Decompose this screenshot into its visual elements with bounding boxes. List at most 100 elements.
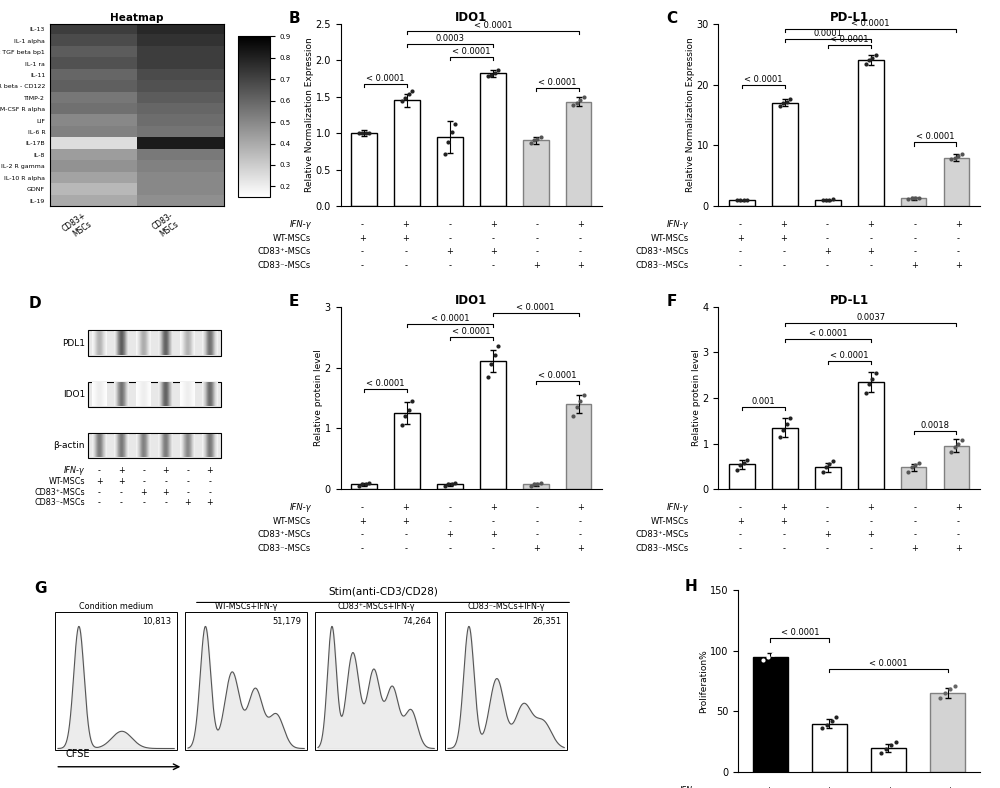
Text: IFN-γ: IFN-γ <box>680 786 700 788</box>
Text: -: - <box>782 247 785 256</box>
Text: 26,351: 26,351 <box>532 617 562 626</box>
Point <box>818 461 834 474</box>
Point <box>729 194 745 206</box>
Text: -: - <box>535 220 538 229</box>
Text: -: - <box>826 517 829 526</box>
Point <box>825 193 841 206</box>
Text: CD83⁻-MSCs+IFN-γ: CD83⁻-MSCs+IFN-γ <box>467 602 545 611</box>
Bar <box>437 485 463 489</box>
Point <box>529 478 545 490</box>
Point <box>782 92 798 105</box>
Point <box>490 340 506 352</box>
Point <box>775 97 791 110</box>
Text: WT-MSCs+IFN-γ: WT-MSCs+IFN-γ <box>214 602 278 611</box>
Text: -: - <box>448 261 451 270</box>
Text: -: - <box>957 247 960 256</box>
Text: 0.0003: 0.0003 <box>435 34 464 43</box>
Title: PD-L1: PD-L1 <box>830 294 869 307</box>
Text: WT-MSCs: WT-MSCs <box>651 517 689 526</box>
Text: -: - <box>739 503 742 512</box>
Text: < 0.0001: < 0.0001 <box>474 21 512 30</box>
Text: +: + <box>868 220 874 229</box>
Text: CD83⁻-MSCs: CD83⁻-MSCs <box>636 544 689 553</box>
Point <box>760 650 776 663</box>
Text: IFN-γ: IFN-γ <box>667 220 689 229</box>
Point <box>911 456 927 469</box>
Point <box>739 453 755 466</box>
Point <box>868 48 884 61</box>
Bar <box>351 133 377 206</box>
Point <box>358 127 374 139</box>
Text: -: - <box>448 234 451 243</box>
Point <box>447 476 463 489</box>
Point <box>821 194 837 206</box>
Bar <box>729 200 755 206</box>
Text: D: D <box>29 296 42 310</box>
Text: < 0.0001: < 0.0001 <box>781 629 819 637</box>
Text: -: - <box>492 517 495 526</box>
Text: -: - <box>208 488 211 496</box>
Text: -: - <box>913 503 916 512</box>
Text: -: - <box>361 530 364 539</box>
Text: -: - <box>782 261 785 270</box>
Point <box>828 711 844 723</box>
Point <box>576 388 592 401</box>
Bar <box>566 102 591 206</box>
Text: -: - <box>870 234 873 243</box>
Text: +: + <box>403 220 409 229</box>
Point <box>739 193 755 206</box>
Text: < 0.0001: < 0.0001 <box>538 371 576 380</box>
Text: +: + <box>577 503 584 512</box>
Bar <box>185 611 307 750</box>
Point <box>354 478 370 491</box>
Bar <box>944 446 969 489</box>
Point <box>490 64 506 76</box>
Bar <box>930 693 965 772</box>
Point <box>358 478 374 490</box>
Point <box>775 424 791 437</box>
Text: IFN-γ: IFN-γ <box>289 220 311 229</box>
Text: -: - <box>957 530 960 539</box>
Point <box>954 147 970 160</box>
Bar <box>858 60 884 206</box>
Text: -: - <box>579 530 582 539</box>
Text: +: + <box>207 466 213 475</box>
Point <box>572 94 588 106</box>
Text: -: - <box>98 488 101 496</box>
Text: 0.0037: 0.0037 <box>856 313 885 322</box>
Text: +: + <box>490 530 497 539</box>
Text: C: C <box>666 11 677 26</box>
Text: +: + <box>824 530 831 539</box>
Point <box>819 719 835 731</box>
Point <box>824 715 840 727</box>
Text: +: + <box>780 234 787 243</box>
Point <box>569 401 585 414</box>
Point <box>487 349 503 362</box>
Text: -: - <box>164 498 167 507</box>
Text: WT-MSCs: WT-MSCs <box>651 234 689 243</box>
Text: -: - <box>492 544 495 553</box>
Point <box>815 466 831 478</box>
Text: -: - <box>142 498 145 507</box>
Text: -: - <box>405 530 408 539</box>
Text: -: - <box>186 466 189 475</box>
Text: -: - <box>739 261 742 270</box>
Text: -: - <box>739 220 742 229</box>
Bar <box>437 137 463 206</box>
Text: B: B <box>288 11 300 26</box>
Text: +: + <box>533 261 540 270</box>
Y-axis label: Relative Normalization Expression: Relative Normalization Expression <box>305 38 314 192</box>
Text: -: - <box>448 517 451 526</box>
Bar <box>480 362 506 489</box>
Point <box>900 466 916 478</box>
Point <box>440 478 456 491</box>
Y-axis label: Relative protein level: Relative protein level <box>692 350 701 446</box>
Text: < 0.0001: < 0.0001 <box>452 327 491 336</box>
Point <box>772 100 788 113</box>
Point <box>565 98 581 111</box>
Text: -: - <box>913 234 916 243</box>
Text: CD83⁺-MSCs: CD83⁺-MSCs <box>635 247 689 256</box>
Y-axis label: Relative Normalization Expression: Relative Normalization Expression <box>686 38 695 192</box>
Point <box>825 455 841 467</box>
Point <box>736 456 752 469</box>
